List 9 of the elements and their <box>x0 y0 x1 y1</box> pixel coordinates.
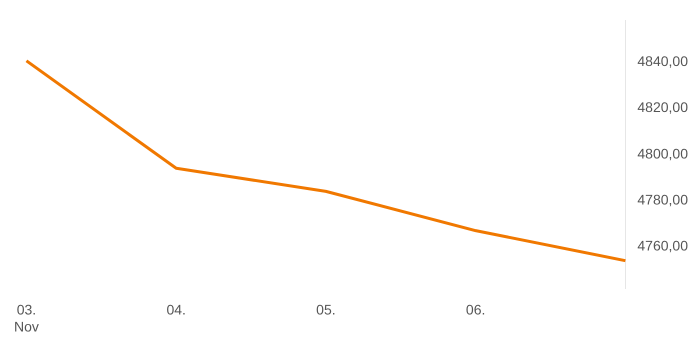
y-tick-label: 4780,00 <box>637 191 688 208</box>
x-tick-label: 04. <box>166 302 186 318</box>
x-tick-label: 06. <box>466 302 486 318</box>
y-tick-label: 4760,00 <box>637 238 688 254</box>
x-tick-label: 05. <box>316 302 336 318</box>
y-tick-label: 4840,00 <box>637 52 688 69</box>
y-tick-label: 4820,00 <box>637 99 688 116</box>
x-tick-label: 03. Nov <box>14 302 39 334</box>
y-tick-label: 4800,00 <box>637 145 688 162</box>
